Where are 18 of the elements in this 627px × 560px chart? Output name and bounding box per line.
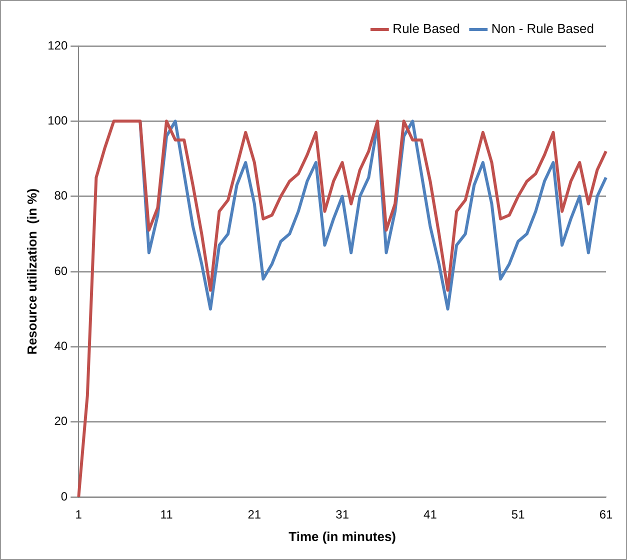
x-tick-label: 1 [75,508,82,522]
x-tick-label: 51 [511,508,526,522]
y-tick-label: 0 [60,489,68,504]
y-tick-label: 20 [54,414,68,428]
x-tick-label: 61 [599,508,613,522]
x-tick-label: 21 [248,508,262,522]
y-tick-label: 60 [54,264,68,278]
y-tick-label: 100 [48,113,68,128]
y-tick-label: 120 [48,38,68,52]
x-tick-label: 31 [336,508,350,522]
x-tick-label: 11 [160,508,174,522]
legend-label: Rule Based [392,21,460,36]
y-tick-label: 80 [54,188,68,203]
x-tick-label: 41 [424,508,438,522]
x-axis-title: Time (in minutes) [288,528,396,544]
y-tick-label: 40 [54,338,68,353]
y-axis-title: Resource utilization (in %) [24,188,40,355]
legend-label: Non - Rule Based [491,21,594,36]
